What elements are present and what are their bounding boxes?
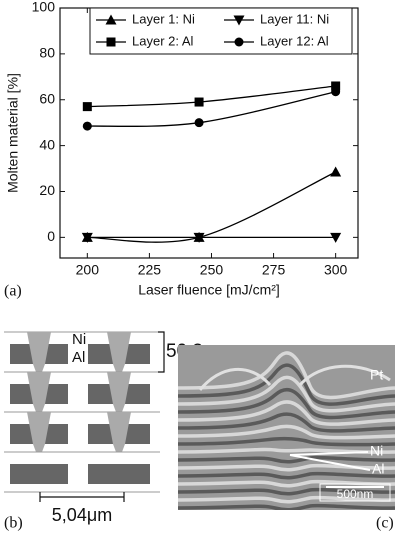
sem-stripe xyxy=(178,479,395,488)
micrograph xyxy=(178,345,395,510)
x-tick-label: 300 xyxy=(324,262,348,278)
x-tick-label: 225 xyxy=(138,262,162,278)
ni-pillar xyxy=(107,412,131,452)
layer-label: Al xyxy=(72,349,85,366)
layer-label: Ni xyxy=(370,443,383,459)
y-tick-label: 60 xyxy=(39,90,55,106)
al-block xyxy=(10,464,68,484)
sem-stripe xyxy=(178,400,395,426)
scale-label: 500nm xyxy=(337,487,374,501)
sem-stripe xyxy=(178,487,395,496)
sem-stripe xyxy=(178,424,395,440)
marker xyxy=(106,37,116,47)
legend-label: Layer 11: Ni xyxy=(260,11,329,26)
layer-label: Ni xyxy=(72,331,86,348)
panel-label: (a) xyxy=(4,283,22,300)
marker xyxy=(193,232,205,243)
x-tick-label: 250 xyxy=(200,262,224,278)
sem-stripe xyxy=(178,436,395,447)
series-line xyxy=(87,85,336,108)
x-tick-label: 200 xyxy=(76,262,100,278)
marker xyxy=(331,81,341,91)
al-block xyxy=(88,464,150,484)
ni-pillar xyxy=(27,372,51,412)
legend-label: Layer 1: Ni xyxy=(132,11,195,26)
legend-frame xyxy=(89,7,353,55)
sem-stripe xyxy=(178,375,395,413)
marker xyxy=(81,232,93,243)
sem-stripe xyxy=(178,388,395,420)
y-tick-label: 40 xyxy=(39,136,55,152)
sem-stripe xyxy=(178,495,395,504)
panel-label: (c) xyxy=(376,515,394,532)
panel-label: (b) xyxy=(4,515,23,532)
legend-label: Layer 2: Al xyxy=(132,33,194,48)
marker xyxy=(82,121,92,131)
x-axis-label: Laser fluence [mJ/cm²] xyxy=(138,282,280,298)
marker xyxy=(330,166,342,177)
ni-pillar xyxy=(107,332,131,372)
width-bar xyxy=(39,492,125,502)
layer-label: Al xyxy=(372,461,384,477)
marker xyxy=(105,14,117,25)
marker xyxy=(233,15,245,26)
scale-box xyxy=(319,483,391,502)
width-label: 5,04μm xyxy=(52,505,112,525)
sem-stripe xyxy=(178,363,395,406)
sem-stripe xyxy=(198,364,391,391)
ni-pillar xyxy=(27,332,51,372)
y-tick-label: 20 xyxy=(39,182,55,198)
marker xyxy=(330,232,342,243)
legend-label: Layer 12: Al xyxy=(260,33,329,48)
sem-stripe xyxy=(178,503,395,510)
marker xyxy=(234,37,244,47)
y-tick-label: 100 xyxy=(32,0,56,15)
pointer xyxy=(289,451,371,471)
sem-stripe xyxy=(178,447,395,454)
marker xyxy=(331,87,341,97)
y-tick-label: 80 xyxy=(39,45,55,61)
sem-stripe xyxy=(178,463,395,472)
period-bracket xyxy=(158,331,165,373)
y-axis-label: Molten material [%] xyxy=(5,73,21,193)
sem-stripe xyxy=(178,412,395,433)
sem-stripe xyxy=(178,471,395,480)
layer-label: Pt xyxy=(370,367,383,383)
y-tick-label: 0 xyxy=(47,228,55,244)
marker xyxy=(194,97,204,107)
series-line xyxy=(87,171,336,243)
series-line xyxy=(87,91,336,127)
marker xyxy=(194,118,204,128)
ni-pillar xyxy=(27,412,51,452)
layer-diagram xyxy=(4,331,160,493)
marker xyxy=(82,102,92,112)
ni-pillar xyxy=(107,372,131,412)
sem-stripe xyxy=(178,351,395,400)
x-tick-label: 275 xyxy=(262,262,286,278)
sem-stripe xyxy=(178,455,395,464)
